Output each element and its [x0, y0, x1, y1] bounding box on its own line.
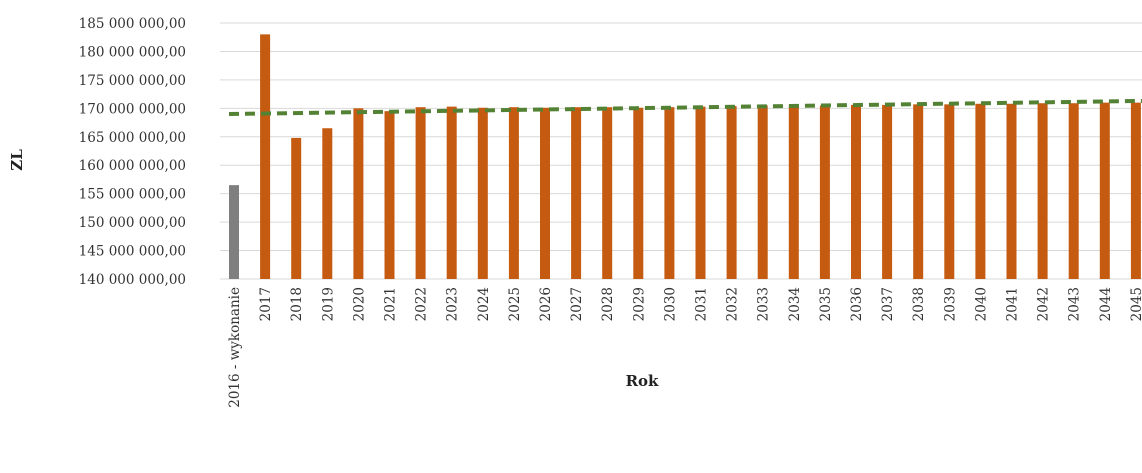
y-tick-label: 150 000 000,00	[79, 215, 186, 231]
x-tick-label: 2024	[476, 287, 492, 321]
bar	[851, 104, 861, 279]
x-tick-label: 2030	[662, 287, 678, 321]
x-axis-title: Rok	[626, 372, 659, 390]
bar	[602, 107, 613, 279]
bar	[291, 137, 302, 279]
bar	[446, 106, 457, 279]
x-tick-label: 2044	[1098, 287, 1114, 321]
bar	[757, 105, 768, 279]
bar	[1006, 103, 1017, 279]
bar	[1068, 103, 1079, 279]
x-tick-label: 2026	[538, 287, 554, 321]
bar	[664, 107, 675, 279]
y-axis-title: ZL	[8, 149, 26, 171]
bar	[415, 107, 426, 279]
bar	[508, 107, 519, 279]
bar	[322, 128, 333, 279]
bar	[633, 107, 644, 280]
bar	[726, 106, 737, 280]
bar-layer	[229, 34, 1141, 280]
x-tick-label: 2036	[849, 287, 865, 321]
bar	[571, 107, 582, 279]
x-tick-label: 2022	[414, 287, 430, 321]
y-tick-label: 180 000 000,00	[79, 44, 186, 60]
y-tick-label: 140 000 000,00	[79, 272, 186, 288]
bar	[1099, 102, 1110, 280]
grid-layer	[220, 22, 1142, 280]
bar	[695, 106, 706, 279]
bar	[975, 103, 986, 279]
bar	[229, 185, 239, 279]
bar	[353, 108, 364, 279]
bar	[882, 104, 893, 279]
bar	[384, 111, 395, 279]
x-axis-ticks: 2016 - wykonanie 2017 2018 2019 2020 2021 2022…	[227, 287, 1142, 408]
bar	[944, 104, 955, 280]
bar	[788, 105, 799, 279]
x-tick-label: 2037	[880, 287, 896, 321]
x-tick-label: 2027	[569, 287, 585, 321]
x-tick-label: 2045	[1129, 287, 1142, 321]
y-tick-label: 145 000 000,00	[79, 244, 186, 260]
x-tick-label: 2017	[258, 287, 274, 321]
y-tick-label: 165 000 000,00	[79, 130, 186, 146]
y-tick-label: 170 000 000,00	[79, 101, 186, 117]
x-tick-label: 2032	[725, 287, 741, 321]
y-tick-label: 175 000 000,00	[79, 73, 186, 89]
x-tick-label: 2040	[973, 287, 989, 321]
y-tick-label: 160 000 000,00	[79, 158, 186, 174]
x-tick-label: 2041	[1005, 287, 1021, 321]
y-tick-label: 155 000 000,00	[79, 187, 186, 203]
x-tick-label: 2023	[445, 287, 461, 321]
x-tick-label: 2020	[351, 287, 367, 321]
bar	[477, 107, 488, 280]
bar	[913, 104, 924, 280]
x-tick-label: 2028	[600, 287, 616, 321]
bar	[1037, 103, 1048, 279]
x-tick-label: 2016 - wykonanie	[227, 287, 243, 408]
x-tick-label: 2035	[818, 287, 834, 321]
trendline-layer	[228, 98, 1142, 117]
bar	[260, 34, 271, 279]
x-tick-label: 2043	[1067, 287, 1083, 321]
x-tick-label: 2038	[911, 287, 927, 321]
bar	[819, 105, 830, 279]
trendline	[228, 98, 1142, 117]
x-tick-label: 2019	[320, 287, 336, 321]
bar	[1130, 102, 1141, 280]
y-axis-ticks: 140 000 000,00 145 000 000,00 150 000 000,…	[79, 16, 186, 288]
x-tick-label: 2018	[289, 287, 305, 321]
y-tick-label: 185 000 000,00	[79, 16, 186, 32]
x-tick-label: 2029	[631, 287, 647, 321]
x-tick-label: 2033	[756, 287, 772, 321]
x-tick-label: 2042	[1036, 287, 1052, 321]
bar	[540, 107, 550, 280]
x-tick-label: 2034	[787, 287, 803, 321]
x-tick-label: 2031	[694, 287, 710, 321]
x-tick-label: 2025	[507, 287, 523, 321]
x-tick-label: 2021	[383, 287, 399, 321]
x-tick-label: 2039	[942, 287, 958, 321]
